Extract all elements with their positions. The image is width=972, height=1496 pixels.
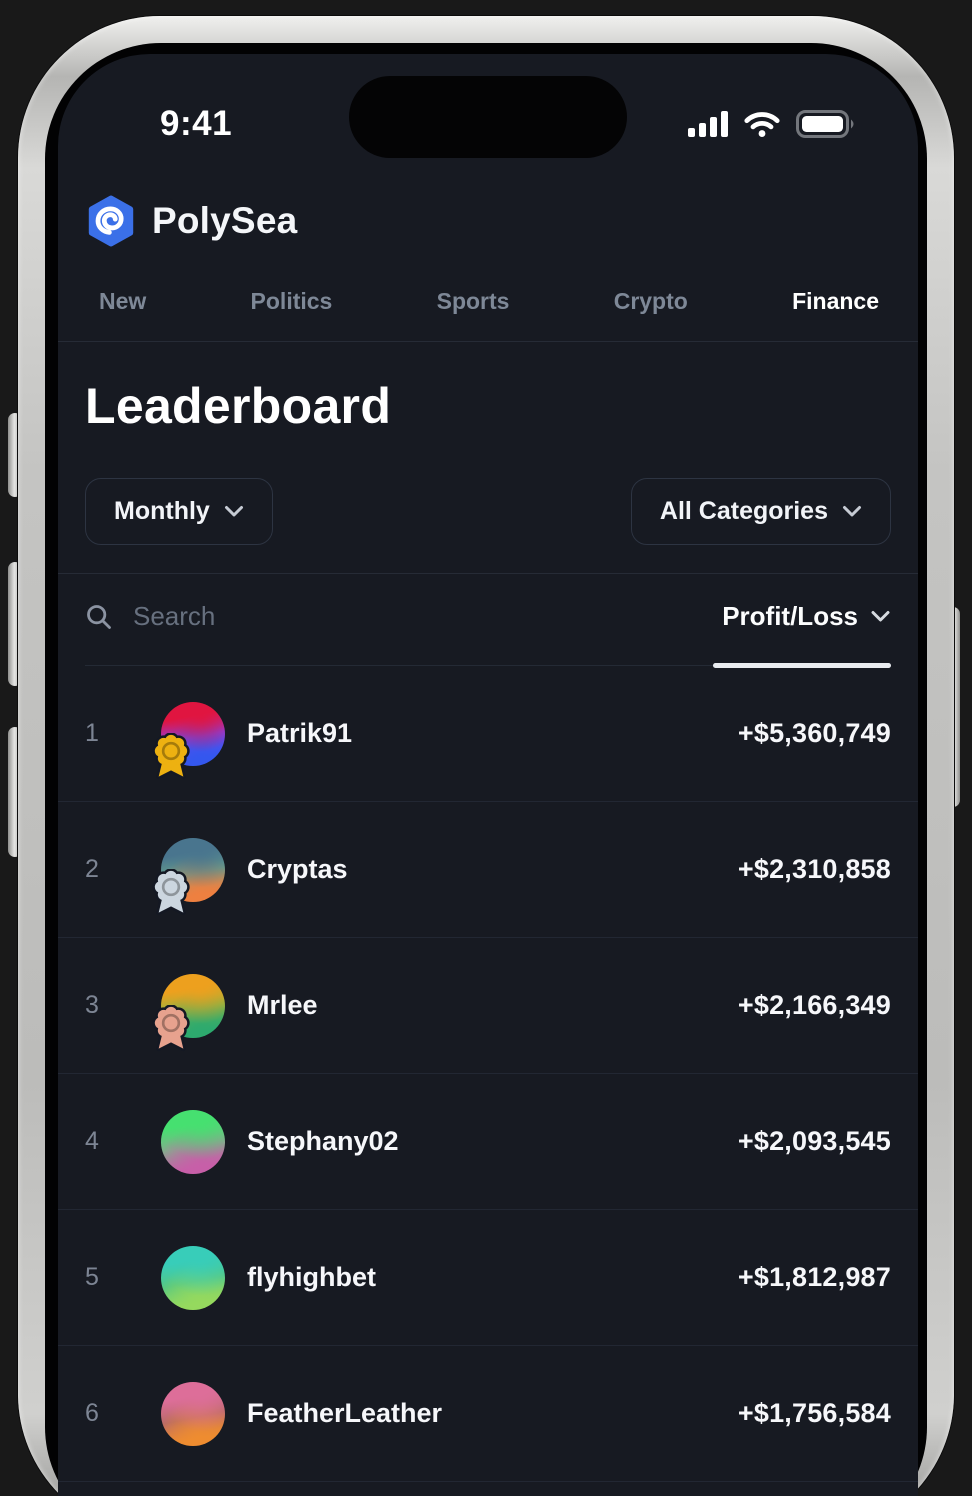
username-label: Patrik91 (247, 718, 353, 748)
username-label: Mrlee (247, 990, 318, 1020)
username-label: Cryptas (247, 854, 348, 884)
clock-label: 9:41 (160, 104, 233, 143)
app-screen: 9:41 (58, 54, 918, 1496)
status-bar: 9:41 (58, 96, 918, 152)
nav-divider (58, 341, 918, 342)
search-icon (87, 604, 111, 629)
app-header: PolySea (85, 194, 891, 248)
rank-label: 6 (85, 1399, 99, 1427)
rank-label: 1 (85, 719, 99, 747)
sort-label: Profit/Loss (722, 601, 858, 631)
rank-label: 3 (85, 991, 99, 1019)
leaderboard-row[interactable]: 5 flyhighbet +$1,812,987 (58, 1210, 918, 1346)
category-dropdown[interactable]: All Categories (630, 478, 891, 545)
category-tabs: New Politics Sports Crypto Finance (85, 288, 891, 315)
filter-bar: Monthly All Categories (85, 478, 891, 545)
avatar (161, 1245, 225, 1310)
polysea-logo-icon (88, 195, 134, 247)
period-dropdown-label: Monthly (114, 497, 210, 525)
rank-badge-icon (152, 732, 190, 779)
tab-finance[interactable]: Finance (792, 288, 879, 314)
tab-sports[interactable]: Sports (436, 288, 510, 314)
page-title: Leaderboard (85, 378, 392, 434)
rank-label: 4 (85, 1127, 99, 1155)
avatar (152, 973, 225, 1051)
leaderboard-row[interactable]: 4 Stephany02 +$2,093,545 (58, 1074, 918, 1210)
tab-crypto[interactable]: Crypto (613, 288, 688, 314)
rank-badge-icon (152, 1004, 190, 1051)
avatar (152, 837, 225, 915)
rank-badge-icon (152, 868, 190, 915)
app-title: PolySea (152, 200, 298, 241)
tab-politics[interactable]: Politics (250, 288, 333, 314)
profit-loss-value: +$1,812,987 (737, 1262, 891, 1292)
avatar (161, 1381, 225, 1446)
chevron-down-icon (871, 611, 890, 622)
wifi-icon (744, 111, 780, 137)
profit-loss-value: +$2,310,858 (737, 854, 891, 884)
profit-loss-value: +$1,756,584 (737, 1398, 891, 1428)
sort-profit-loss[interactable]: Profit/Loss (722, 601, 891, 632)
section-divider (58, 573, 918, 574)
category-dropdown-label: All Categories (659, 497, 828, 525)
leaderboard-row[interactable]: 2 Cryptas +$2,310,858 (58, 802, 918, 938)
dynamic-island (349, 76, 627, 158)
rank-label: 2 (85, 855, 99, 883)
username-label: FeatherLeather (247, 1398, 443, 1428)
period-dropdown[interactable]: Monthly (85, 478, 273, 545)
username-label: flyhighbet (247, 1262, 376, 1292)
avatar (152, 701, 225, 779)
search-input[interactable] (131, 600, 515, 633)
avatar (161, 1109, 225, 1174)
leaderboard-list: 1 Patrik91 +$5,360,749 2 Cryptas +$2,310… (58, 666, 918, 1482)
leaderboard-row[interactable]: 6 FeatherLeather +$1,756,584 (58, 1346, 918, 1482)
profit-loss-value: +$2,166,349 (737, 990, 891, 1020)
search-box[interactable] (85, 600, 722, 633)
rank-label: 5 (85, 1263, 99, 1291)
chevron-down-icon (224, 506, 243, 517)
username-label: Stephany02 (247, 1126, 399, 1156)
profit-loss-value: +$5,360,749 (737, 718, 891, 748)
search-sort-bar: Profit/Loss (85, 574, 891, 668)
active-sort-indicator (713, 663, 891, 668)
profit-loss-value: +$2,093,545 (737, 1126, 891, 1156)
leaderboard-row[interactable]: 1 Patrik91 +$5,360,749 (58, 666, 918, 802)
cellular-signal-icon (688, 111, 728, 137)
chevron-down-icon (843, 506, 861, 517)
tab-new[interactable]: New (99, 288, 147, 314)
leaderboard-row[interactable]: 3 Mrlee +$2,166,349 (58, 938, 918, 1074)
battery-icon (796, 110, 854, 138)
